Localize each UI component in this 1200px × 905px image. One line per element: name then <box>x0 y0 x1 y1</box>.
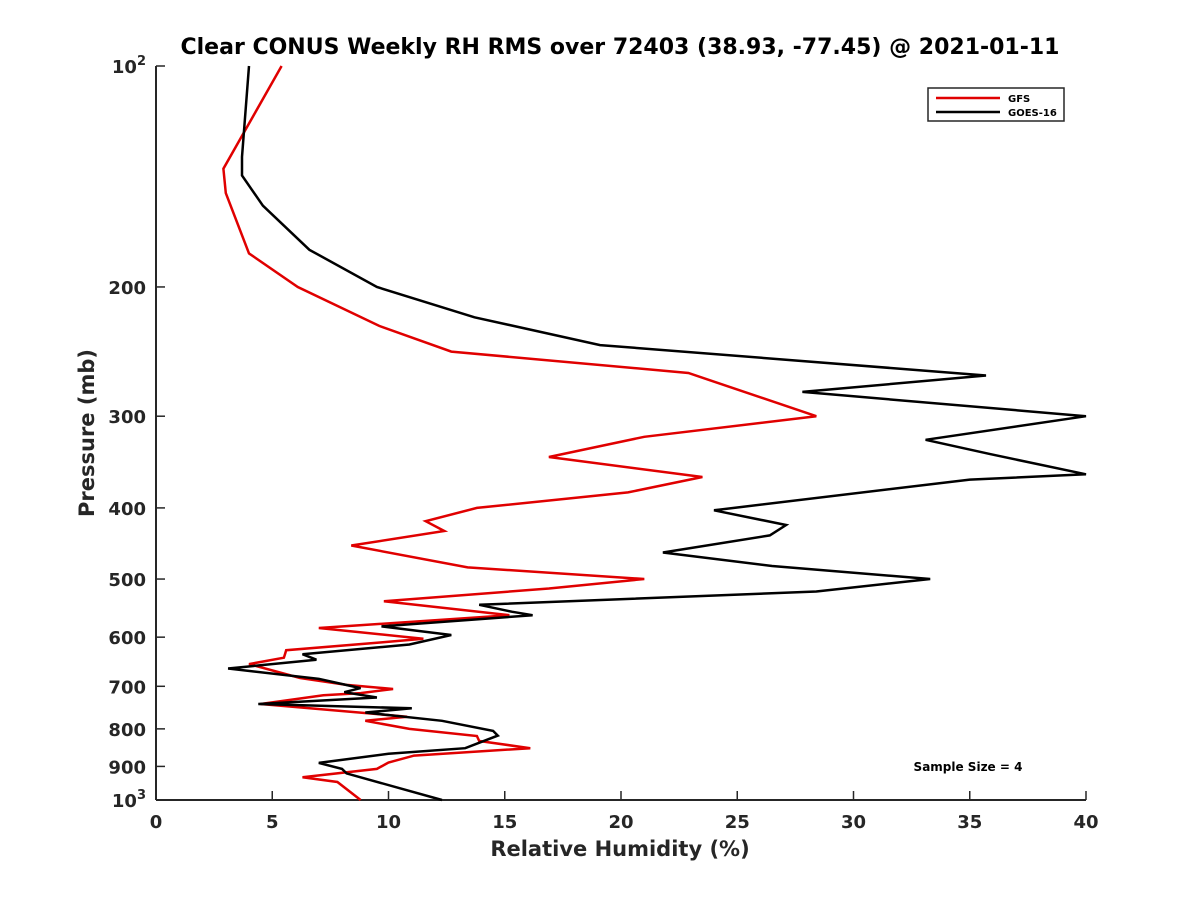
x-tick-label: 15 <box>492 812 517 833</box>
y-tick-label: 700 <box>108 677 146 698</box>
y-tick-label: 200 <box>108 278 146 299</box>
sample-size-annotation: Sample Size = 4 <box>914 760 1023 774</box>
series-line-goes-16 <box>227 65 1087 802</box>
chart-title: Clear CONUS Weekly RH RMS over 72403 (38… <box>181 35 1060 60</box>
x-tick-label: 10 <box>376 812 401 833</box>
y-axis-label: Pressure (mb) <box>75 349 99 517</box>
plot-area: 0 5 10 15 20 25 30 35 40102200300400500600700800… <box>108 54 1098 833</box>
x-tick-label: 30 <box>841 812 866 833</box>
y-tick-label: 900 <box>108 757 146 778</box>
x-tick-label: 20 <box>608 812 633 833</box>
legend-box <box>927 87 1065 122</box>
legend: GFS GOES-16 <box>927 87 1065 122</box>
y-tick-label: 800 <box>108 720 146 741</box>
y-tick-label: 600 <box>108 628 146 649</box>
legend-label: GFS <box>1008 94 1030 105</box>
legend-label: GOES-16 <box>1008 108 1057 119</box>
x-tick-label: 25 <box>725 812 750 833</box>
series-group <box>222 65 1087 802</box>
y-tick-label: 400 <box>108 499 146 520</box>
x-tick-label: 0 <box>150 812 163 833</box>
x-tick-label: 40 <box>1073 812 1098 833</box>
y-tick-label: 500 <box>108 570 146 591</box>
x-tick-label: 5 <box>266 812 279 833</box>
series-line-gfs <box>222 65 817 801</box>
x-axis-label: Relative Humidity (%) <box>490 837 749 861</box>
x-tick-label: 35 <box>957 812 982 833</box>
y-tick-label: 300 <box>108 407 146 428</box>
